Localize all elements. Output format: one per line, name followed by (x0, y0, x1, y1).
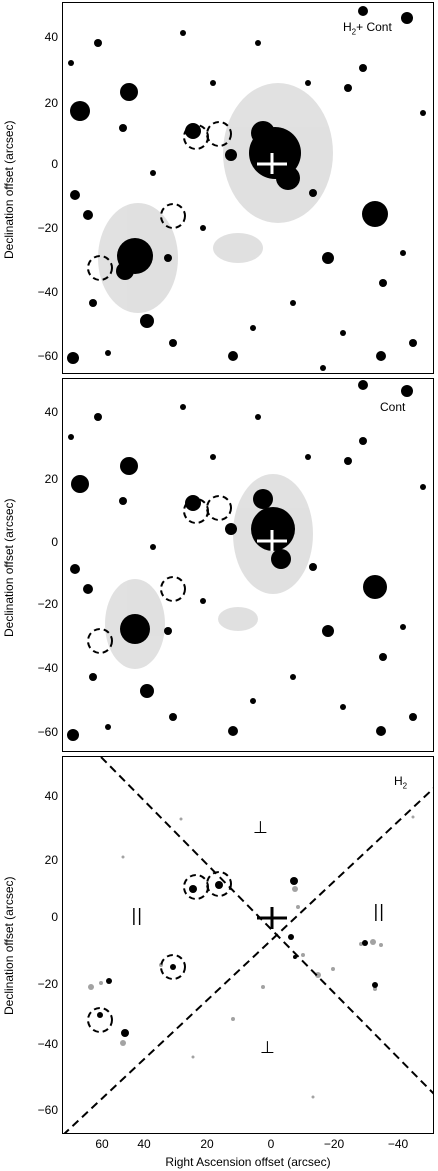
x-tick: 40 (137, 1137, 151, 1151)
image-frame (62, 2, 434, 374)
image-frame (62, 378, 434, 752)
y-tick: −40 (37, 285, 58, 299)
panel-label: H2 (394, 774, 408, 791)
y-tick: 20 (44, 472, 58, 486)
y-tick: 20 (44, 96, 58, 110)
panel-h2-cont: Declination offset (arcsec) 40 20 0 −20 … (0, 0, 438, 376)
y-tick: 0 (51, 910, 58, 924)
y-tick: −60 (37, 349, 58, 363)
x-tick: 0 (267, 1137, 275, 1151)
region-label-bottom: ⊥ (260, 1038, 275, 1058)
region-label-left: || (131, 906, 143, 926)
y-tick: 40 (44, 789, 58, 803)
y-axis-label: Declination offset (arcsec) (2, 120, 16, 260)
y-axis-label: Declination offset (arcsec) (2, 498, 16, 638)
region-label-top: ⊥ (253, 818, 268, 838)
y-tick: 40 (44, 405, 58, 419)
y-tick: −40 (37, 661, 58, 675)
star-field-image (67, 380, 426, 741)
y-tick: −20 (37, 597, 58, 611)
x-tick: 20 (200, 1137, 214, 1151)
panel-label: Cont (380, 400, 406, 414)
x-tick: 60 (95, 1137, 109, 1151)
y-tick: −20 (37, 977, 58, 991)
y-tick: 20 (44, 853, 58, 867)
panel-cont: Declination offset (arcsec) 40 20 0 −20 … (0, 378, 438, 754)
y-axis-label: Declination offset (arcsec) (2, 876, 16, 1016)
panel-label: H2+ Cont (343, 20, 392, 37)
y-tick: −20 (37, 221, 58, 235)
star-field-image (67, 6, 426, 371)
continuum-subtracted-image (63, 757, 433, 1133)
y-tick: 0 (51, 535, 58, 549)
y-tick: −60 (37, 725, 58, 739)
y-tick: 0 (51, 157, 58, 171)
y-tick: −60 (37, 1103, 58, 1117)
panel-h2: Declination offset (arcsec) 40 20 0 −20 … (0, 756, 438, 1136)
x-tick: −20 (323, 1137, 345, 1151)
y-tick: 40 (44, 30, 58, 44)
image-frame (62, 756, 434, 1134)
x-tick: −40 (387, 1137, 409, 1151)
x-axis-label: Right Ascension offset (arcsec) (165, 1155, 331, 1169)
region-label-right: || (373, 902, 385, 922)
y-tick: −40 (37, 1037, 58, 1051)
